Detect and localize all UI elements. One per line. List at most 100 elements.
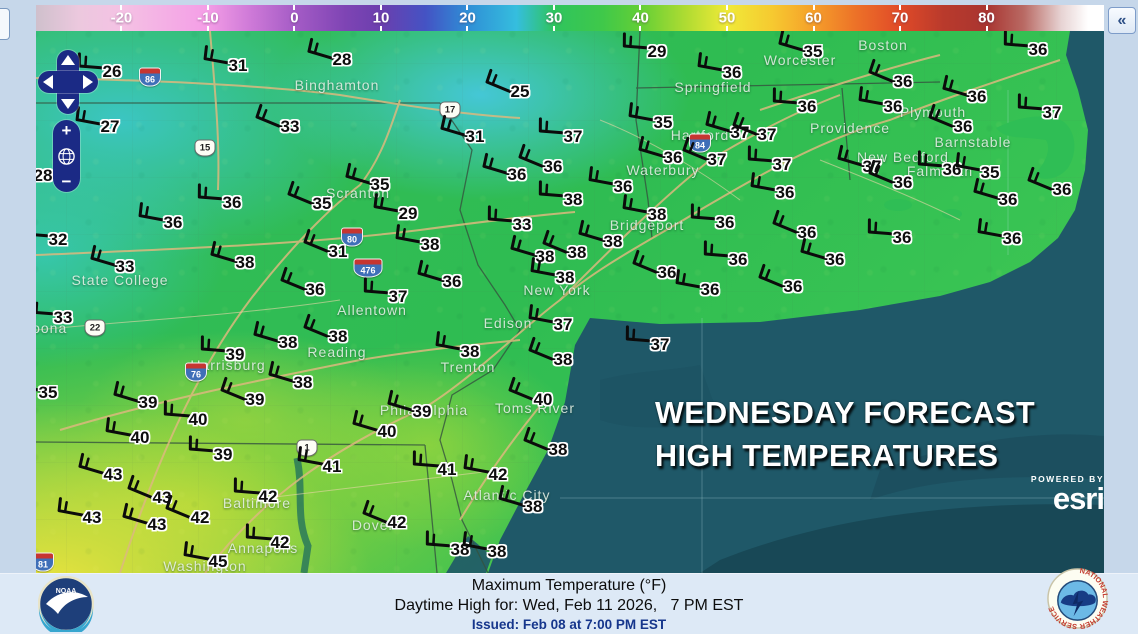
- station-temp-value: 39: [138, 393, 158, 412]
- city-label: Trenton: [440, 359, 496, 375]
- wind-barb-icon: [165, 494, 197, 521]
- city-label: Toms River: [494, 400, 576, 416]
- cape-cod: [996, 116, 1075, 179]
- wind-barb-icon: [675, 269, 708, 290]
- map-viewport[interactable]: Binghamton Scranton State College Altoona Al…: [36, 31, 1104, 573]
- wind-barb-icon: [36, 298, 62, 316]
- wind-barb-icon: [528, 304, 561, 325]
- station-temp-value: 36: [1028, 40, 1048, 59]
- zoom-in-button[interactable]: +: [61, 121, 72, 140]
- city-label: Harrisburg: [190, 357, 266, 373]
- wind-barb-icon: [1027, 166, 1059, 193]
- nws-logo[interactable]: NATIONAL WEATHER SERVICE: [1046, 566, 1110, 631]
- station-temp-value: 43: [147, 515, 167, 534]
- collapse-panel-button[interactable]: «: [1108, 7, 1136, 34]
- station-temp-value: 37: [757, 125, 777, 144]
- station-temp-value: 40: [533, 390, 553, 409]
- wind-barb-icon: [200, 335, 234, 353]
- wind-barb-icon: [197, 183, 231, 201]
- station-temp-value: 43: [82, 508, 102, 527]
- globe-icon[interactable]: [57, 147, 76, 166]
- ocean-bathymetry: [870, 434, 1104, 500]
- wind-barb-icon: [973, 177, 1006, 202]
- station-temp-value: 36: [305, 280, 325, 299]
- wind-barb-icon: [75, 106, 108, 127]
- left-panel-handle[interactable]: [0, 8, 10, 40]
- wind-barb-icon: [622, 194, 655, 215]
- wind-barb-icon: [253, 320, 286, 345]
- station-temp-value: 25: [510, 82, 530, 101]
- station-temp-value: 43: [103, 465, 123, 484]
- wind-barb-icon: [528, 336, 560, 363]
- city-label: Allentown: [337, 302, 407, 318]
- station-temp-value: 43: [152, 488, 172, 507]
- wind-barb-icon: [638, 135, 671, 160]
- zoom-out-button[interactable]: −: [61, 172, 72, 191]
- wind-barb-icon: [868, 159, 900, 186]
- wind-barb-icon: [307, 37, 340, 62]
- pan-down-icon[interactable]: [61, 99, 75, 109]
- station-temp-value: 35: [38, 383, 58, 402]
- wind-barb-icon: [750, 172, 783, 193]
- wind-barb-icon: [363, 277, 397, 295]
- wind-barb-icon: [425, 530, 459, 548]
- us-route-shield-17: 17: [439, 101, 461, 119]
- wind-barb-icon: [858, 86, 891, 107]
- wind-barb-icon: [705, 110, 738, 135]
- station-temp-value: 40: [377, 422, 397, 441]
- wind-barb-icon: [203, 45, 236, 66]
- station-temp-value: 42: [258, 487, 278, 506]
- pan-control[interactable]: [38, 50, 98, 114]
- delaware-bay: [446, 536, 492, 573]
- wind-barb-icon: [538, 180, 572, 198]
- wind-barb-icon: [747, 145, 781, 163]
- wind-barb-icon: [868, 58, 900, 85]
- forecast-title-line2: HIGH TEMPERATURES: [655, 439, 999, 473]
- station-temp-value: 33: [53, 308, 73, 327]
- wind-barb-icon: [628, 102, 661, 123]
- station-temp-value: 39: [213, 445, 233, 464]
- interstate-shield-76: 76: [185, 362, 207, 382]
- wind-barb-icon: [462, 531, 495, 552]
- pan-up-icon[interactable]: [61, 55, 75, 65]
- station-temp-value: 36: [783, 277, 803, 296]
- station-temp-value: 31: [328, 242, 348, 261]
- wind-barb-icon: [538, 117, 572, 135]
- station-temp-value: 38: [567, 243, 587, 262]
- station-temp-value: 37: [563, 127, 583, 146]
- pan-right-icon[interactable]: [83, 75, 93, 89]
- station-temp-value: 38: [555, 268, 575, 287]
- wind-barb-icon: [303, 228, 335, 255]
- station-temp-value: 38: [487, 542, 507, 561]
- graticule: [560, 90, 1104, 573]
- wind-barb-icon: [485, 68, 517, 95]
- station-temp-value: 36: [715, 213, 735, 232]
- noaa-logo[interactable]: NOAA: [37, 575, 95, 634]
- station-temp-value: 36: [825, 250, 845, 269]
- station-temp-value: 28: [36, 166, 53, 185]
- pan-left-icon[interactable]: [43, 75, 53, 89]
- city-label: Edison: [483, 315, 533, 331]
- wind-barb-icon: [255, 103, 287, 130]
- city-label: Falmouth: [906, 163, 974, 179]
- station-temp-value: 29: [647, 42, 667, 61]
- station-temp-value: 36: [442, 272, 462, 291]
- wind-barb-icon: [127, 474, 159, 501]
- station-temp-value: 38: [420, 235, 440, 254]
- station-temp-value: 36: [775, 183, 795, 202]
- wind-barb-icon: [510, 234, 543, 259]
- wind-barb-icon: [867, 218, 901, 236]
- map-footer: Maximum Temperature (°F) Daytime High fo…: [0, 573, 1138, 634]
- wind-barb-icon: [395, 224, 428, 245]
- station-temp-value: 29: [398, 204, 418, 223]
- station-temp-value: 36: [893, 173, 913, 192]
- wind-barb-icon: [440, 114, 473, 139]
- station-temp-value: 36: [883, 97, 903, 116]
- wind-barb-icon: [530, 257, 563, 278]
- wind-barb-icon: [90, 244, 123, 269]
- wind-barb-icon: [297, 446, 330, 467]
- wind-barb-icon: [210, 240, 243, 265]
- wind-barb-icon: [105, 417, 138, 438]
- city-label: Boston: [858, 37, 908, 53]
